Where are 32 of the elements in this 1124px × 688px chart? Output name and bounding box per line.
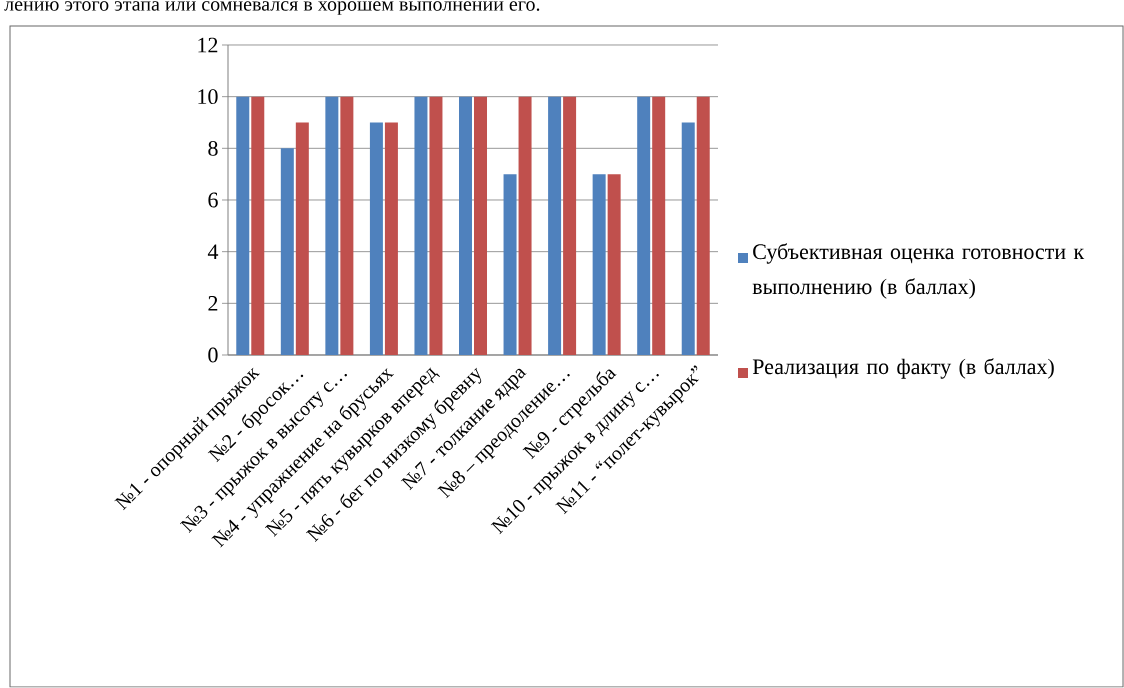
bar [325,96,339,355]
bar [681,122,695,355]
bar [429,96,443,355]
bar [369,122,383,355]
bar [251,96,265,355]
bar [236,96,250,355]
legend-label: Реализация по факту (в баллах) [752,358,1054,379]
bar [474,96,488,355]
y-tick-label: 6 [208,192,218,208]
bar [384,122,398,355]
bar [696,96,710,355]
bar [652,96,666,355]
bar [548,96,562,355]
text: лению этого этапа или сомневался в хорошем выполнении его. [4,1,540,15]
y-tick-label: 0 [208,347,218,363]
bar [295,122,309,355]
bar [340,96,354,355]
bar [459,96,473,355]
bar [503,174,517,355]
y-tick-label: 8 [208,140,218,156]
bar [518,96,532,355]
bar [607,174,621,355]
y-tick-label: 2 [208,296,218,311]
y-tick-label: 12 [198,37,218,53]
bar [280,148,294,355]
y-tick-label: 10 [198,89,218,105]
bar [414,96,428,355]
legend-label: Субъективная оценка готовности к выполнению (в баллах) [752,243,1085,299]
y-tick-label: 4 [207,244,219,259]
bar [637,96,651,355]
bar [563,96,577,355]
bar [592,174,606,355]
